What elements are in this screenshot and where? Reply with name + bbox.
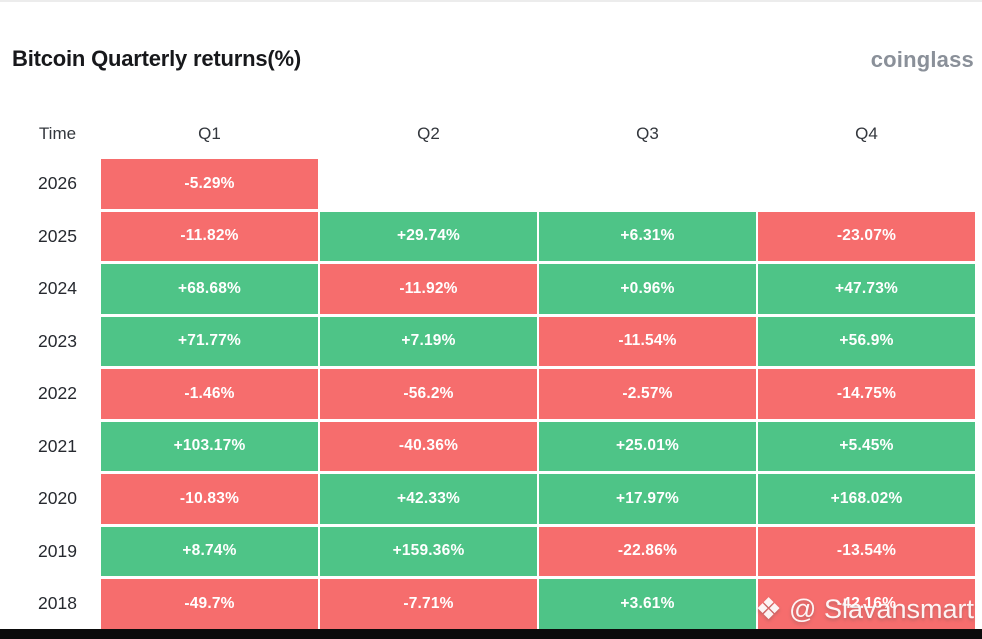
return-cell: +25.01%: [539, 421, 756, 471]
return-cell: -49.7%: [101, 579, 318, 629]
row-year-label: 2018: [38, 593, 77, 614]
return-cell: [539, 159, 756, 209]
return-cell: +3.61%: [539, 579, 756, 629]
return-cell: [320, 159, 537, 209]
column-header-q2: Q2: [417, 124, 440, 143]
return-cell: +6.31%: [539, 211, 756, 261]
return-cell: -11.82%: [101, 211, 318, 261]
return-cell: -5.29%: [101, 159, 318, 209]
bottom-black-bar: [0, 629, 982, 639]
row-year-label: 2025: [38, 225, 77, 246]
return-cell: -2.57%: [539, 369, 756, 419]
quarterly-returns-table: Time Q1 Q2 Q3 Q4 2026 -5.29% 2025 -11.82% +29.74%…: [0, 112, 975, 629]
return-cell: +17.97%: [539, 474, 756, 524]
return-cell: +168.02%: [758, 474, 975, 524]
coinglass-logo: coinglass: [870, 47, 974, 72]
return-cell: +47.73%: [758, 264, 975, 314]
return-cell: +159.36%: [320, 526, 537, 576]
return-cell: +56.9%: [758, 316, 975, 366]
return-cell: +29.74%: [320, 211, 537, 261]
return-cell: +71.77%: [101, 316, 318, 366]
return-cell: +68.68%: [101, 264, 318, 314]
return-cell: -7.71%: [320, 579, 537, 629]
return-cell: [758, 159, 975, 209]
return-cell: +42.33%: [320, 474, 537, 524]
row-year-label: 2023: [38, 330, 77, 351]
return-cell: -42.16%: [758, 579, 975, 629]
row-year-label: 2020: [38, 488, 77, 509]
column-header-q1: Q1: [198, 124, 221, 143]
return-cell: -22.86%: [539, 526, 756, 576]
return-cell: +0.96%: [539, 264, 756, 314]
return-cell: -40.36%: [320, 421, 537, 471]
row-year-label: 2019: [38, 540, 77, 561]
return-cell: -23.07%: [758, 211, 975, 261]
row-year-label: 2026: [38, 173, 77, 194]
return-cell: +7.19%: [320, 316, 537, 366]
row-year-label: 2024: [38, 278, 77, 299]
return-cell: +103.17%: [101, 421, 318, 471]
return-cell: -11.54%: [539, 316, 756, 366]
page-title: Bitcoin Quarterly returns(%): [12, 46, 302, 71]
column-header-q3: Q3: [636, 124, 659, 143]
row-year-label: 2021: [38, 435, 77, 456]
column-header-q4: Q4: [855, 124, 878, 143]
return-cell: -13.54%: [758, 526, 975, 576]
column-header-time: Time: [38, 124, 77, 143]
return-cell: -56.2%: [320, 369, 537, 419]
return-cell: -11.92%: [320, 264, 537, 314]
row-year-label: 2022: [38, 383, 77, 404]
return-cell: -10.83%: [101, 474, 318, 524]
return-cell: +5.45%: [758, 421, 975, 471]
return-cell: -1.46%: [101, 369, 318, 419]
return-cell: +8.74%: [101, 526, 318, 576]
return-cell: -14.75%: [758, 369, 975, 419]
